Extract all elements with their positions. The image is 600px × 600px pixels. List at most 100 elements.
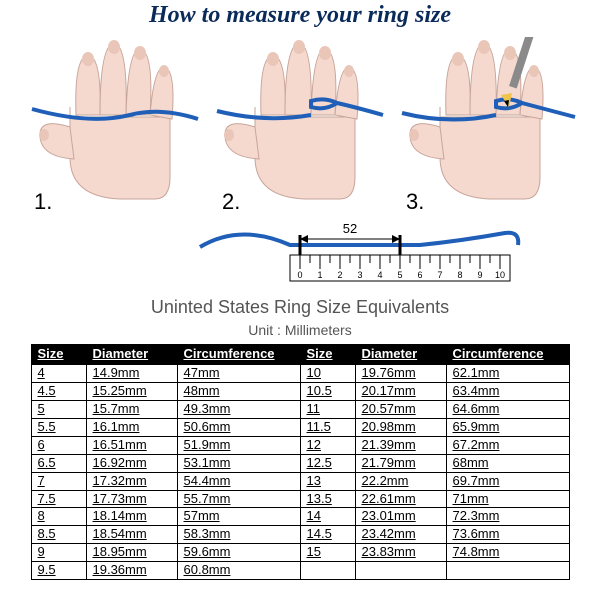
unit-line: Unit : Millimeters bbox=[0, 322, 600, 338]
table-cell: 19.76mm bbox=[355, 364, 446, 382]
table-cell: 10 bbox=[300, 364, 355, 382]
table-cell: 15.7mm bbox=[86, 400, 177, 418]
table-cell: 13.5 bbox=[300, 490, 355, 508]
table-cell: 12.5 bbox=[300, 454, 355, 472]
table-cell: 9.5 bbox=[31, 562, 86, 580]
table-cell: 73.6mm bbox=[446, 526, 569, 544]
table-cell: 16.51mm bbox=[86, 436, 177, 454]
table-cell bbox=[355, 562, 446, 580]
table-cell: 16.92mm bbox=[86, 454, 177, 472]
table-cell: 20.57mm bbox=[355, 400, 446, 418]
size-table: Size Diameter Circumference Size Diamete… bbox=[31, 344, 570, 580]
table-cell bbox=[446, 562, 569, 580]
th-diam-1: Diameter bbox=[86, 345, 177, 365]
table-cell: 19.36mm bbox=[86, 562, 177, 580]
th-size-1: Size bbox=[31, 345, 86, 365]
table-cell: 50.6mm bbox=[177, 418, 300, 436]
table-cell: 53.1mm bbox=[177, 454, 300, 472]
table-cell: 18.95mm bbox=[86, 544, 177, 562]
table-cell: 10.5 bbox=[300, 382, 355, 400]
table-cell: 4 bbox=[31, 364, 86, 382]
table-row: 8.518.54mm58.3mm14.523.42mm73.6mm bbox=[31, 526, 569, 544]
table-cell: 49.3mm bbox=[177, 400, 300, 418]
table-cell: 58.3mm bbox=[177, 526, 300, 544]
table-cell: 7 bbox=[31, 472, 86, 490]
table-cell: 48mm bbox=[177, 382, 300, 400]
table-cell: 11 bbox=[300, 400, 355, 418]
table-row: 818.14mm57mm1423.01mm72.3mm bbox=[31, 508, 569, 526]
hand-icon-1 bbox=[30, 37, 200, 202]
table-cell: 8 bbox=[31, 508, 86, 526]
table-cell: 6.5 bbox=[31, 454, 86, 472]
page: How to measure your ring size bbox=[0, 2, 600, 600]
table-cell: 14 bbox=[300, 508, 355, 526]
svg-text:8: 8 bbox=[457, 270, 462, 280]
table-cell: 60.8mm bbox=[177, 562, 300, 580]
table-row: 515.7mm49.3mm1120.57mm64.6mm bbox=[31, 400, 569, 418]
hand-step-3 bbox=[400, 37, 590, 202]
svg-text:4: 4 bbox=[377, 270, 382, 280]
table-cell: 59.6mm bbox=[177, 544, 300, 562]
table-cell: 54.4mm bbox=[177, 472, 300, 490]
table-subheader: Uninted States Ring Size Equivalents bbox=[0, 297, 600, 318]
table-cell: 9 bbox=[31, 544, 86, 562]
table-cell: 23.83mm bbox=[355, 544, 446, 562]
table-cell: 18.14mm bbox=[86, 508, 177, 526]
table-cell: 5.5 bbox=[31, 418, 86, 436]
table-row: 717.32mm54.4mm1322.2mm69.7mm bbox=[31, 472, 569, 490]
table-row: 5.516.1mm50.6mm11.520.98mm65.9mm bbox=[31, 418, 569, 436]
table-cell: 15 bbox=[300, 544, 355, 562]
table-cell: 64.6mm bbox=[446, 400, 569, 418]
table-cell: 18.54mm bbox=[86, 526, 177, 544]
table-cell: 14.5 bbox=[300, 526, 355, 544]
hand-icon-2 bbox=[215, 37, 385, 202]
table-cell: 74.8mm bbox=[446, 544, 569, 562]
measurement-label: 52 bbox=[343, 221, 357, 236]
table-cell: 5 bbox=[31, 400, 86, 418]
table-cell: 68mm bbox=[446, 454, 569, 472]
svg-text:2: 2 bbox=[337, 270, 342, 280]
table-cell: 14.9mm bbox=[86, 364, 177, 382]
table-row: 414.9mm47mm1019.76mm62.1mm bbox=[31, 364, 569, 382]
table-cell: 4.5 bbox=[31, 382, 86, 400]
svg-text:6: 6 bbox=[417, 270, 422, 280]
table-cell: 23.42mm bbox=[355, 526, 446, 544]
table-row: 6.516.92mm53.1mm12.521.79mm68mm bbox=[31, 454, 569, 472]
table-row: 9.519.36mm60.8mm bbox=[31, 562, 569, 580]
step-label-3: 3. bbox=[406, 189, 424, 215]
hand-step-2 bbox=[215, 37, 385, 202]
th-circ-1: Circumference bbox=[177, 345, 300, 365]
table-cell: 16.1mm bbox=[86, 418, 177, 436]
table-row: 918.95mm59.6mm1523.83mm74.8mm bbox=[31, 544, 569, 562]
page-title: How to measure your ring size bbox=[0, 2, 600, 29]
table-cell: 20.98mm bbox=[355, 418, 446, 436]
table-row: 4.515.25mm48mm10.520.17mm63.4mm bbox=[31, 382, 569, 400]
table-cell: 71mm bbox=[446, 490, 569, 508]
svg-text:3: 3 bbox=[357, 270, 362, 280]
table-cell: 15.25mm bbox=[86, 382, 177, 400]
table-cell: 62.1mm bbox=[446, 364, 569, 382]
table-cell: 8.5 bbox=[31, 526, 86, 544]
table-cell: 17.32mm bbox=[86, 472, 177, 490]
hand-icon-3 bbox=[400, 37, 590, 202]
svg-text:10: 10 bbox=[495, 270, 505, 280]
table-cell: 11.5 bbox=[300, 418, 355, 436]
svg-text:5: 5 bbox=[397, 270, 402, 280]
table-cell: 63.4mm bbox=[446, 382, 569, 400]
table-cell: 65.9mm bbox=[446, 418, 569, 436]
table-header-row: Size Diameter Circumference Size Diamete… bbox=[31, 345, 569, 365]
hand-step-1 bbox=[30, 37, 200, 202]
table-cell: 21.79mm bbox=[355, 454, 446, 472]
svg-text:0: 0 bbox=[297, 270, 302, 280]
ruler-illustration: 52 bbox=[0, 219, 600, 291]
table-cell bbox=[300, 562, 355, 580]
table-cell: 67.2mm bbox=[446, 436, 569, 454]
illustration-row: 1. bbox=[0, 29, 600, 219]
table-cell: 7.5 bbox=[31, 490, 86, 508]
table-row: 7.517.73mm55.7mm13.522.61mm71mm bbox=[31, 490, 569, 508]
th-size-2: Size bbox=[300, 345, 355, 365]
svg-text:7: 7 bbox=[437, 270, 442, 280]
table-cell: 72.3mm bbox=[446, 508, 569, 526]
table-cell: 17.73mm bbox=[86, 490, 177, 508]
step-label-2: 2. bbox=[222, 189, 240, 215]
